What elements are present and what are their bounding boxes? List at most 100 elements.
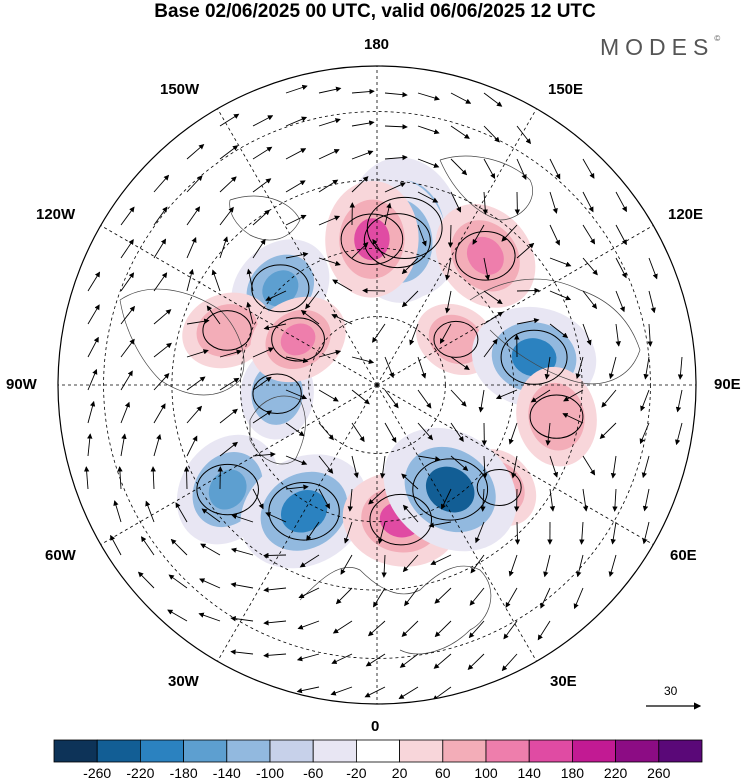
brand-name: MODES — [600, 34, 715, 60]
anomaly-core-13 — [263, 377, 292, 411]
wind-vector-18 — [219, 145, 239, 160]
height-contour-15 — [271, 317, 325, 362]
wind-vector-67 — [318, 257, 341, 266]
wind-vector-182 — [450, 455, 469, 472]
height-contour-7 — [529, 394, 584, 439]
height-contour-6 — [500, 329, 568, 385]
wind-vector-129 — [575, 356, 584, 380]
meridian-240 — [100, 225, 378, 386]
wind-vector-255 — [198, 612, 221, 622]
wind-vector-180 — [380, 455, 386, 479]
meridian-120 — [376, 225, 654, 386]
contour-layer — [196, 196, 584, 546]
wind-vector-240 — [137, 571, 155, 589]
anomaly-core-9 — [208, 469, 247, 510]
lon-label-30w: 30W — [168, 673, 199, 690]
meridian-300 — [100, 384, 378, 545]
wind-vector-85 — [305, 290, 320, 310]
wind-vector-158 — [285, 422, 305, 437]
wind-vector-116 — [153, 342, 172, 358]
wind-vector-162 — [417, 422, 434, 441]
wind-vector-110 — [549, 323, 569, 339]
wind-vector-121 — [318, 349, 342, 358]
wind-vector-187 — [610, 455, 617, 479]
lon-label-120w: 120W — [36, 206, 76, 223]
wind-vector-148 — [563, 389, 584, 402]
wind-vector-35 — [318, 179, 339, 193]
wind-vector-82 — [211, 269, 221, 292]
wind-vector-45 — [120, 206, 135, 226]
map-disc — [58, 66, 696, 704]
wind-vector-145 — [478, 389, 485, 413]
height-contour-8 — [476, 469, 522, 507]
wind-vector-83 — [246, 268, 254, 292]
wind-vector-254 — [167, 609, 188, 622]
wind-vector-65 — [252, 238, 266, 259]
map-background — [58, 66, 696, 704]
wind-vector-198 — [368, 488, 386, 505]
colorbar-tick-label: -20 — [346, 765, 367, 781]
wind-vector-157 — [252, 410, 273, 424]
wind-vector-241 — [168, 574, 188, 589]
wind-vector-73 — [516, 242, 535, 259]
wind-vector-66 — [285, 251, 309, 259]
wind-vector-68 — [351, 242, 369, 259]
anomaly-layer — [176, 157, 597, 569]
wind-vector-221 — [579, 521, 585, 545]
wind-vector-117 — [186, 349, 209, 358]
wind-vector-204 — [582, 488, 589, 512]
wind-vector-172 — [120, 433, 127, 457]
colorbar-tick-label: -260 — [83, 765, 112, 781]
height-contour-4 — [251, 264, 310, 313]
wind-vector-226 — [170, 538, 188, 556]
wind-vector-258 — [297, 620, 320, 630]
wind-vector-278 — [398, 686, 419, 700]
wind-vector-217 — [428, 521, 452, 528]
wind-vector-189 — [83, 466, 90, 490]
wind-vector-42 — [549, 191, 558, 214]
wind-vector-91 — [516, 287, 540, 294]
wind-vector-197 — [347, 488, 353, 512]
wind-vector-270 — [365, 653, 386, 667]
lon-label-60w: 60W — [45, 547, 76, 564]
wind-vector-184 — [511, 455, 518, 479]
wind-vector-213 — [306, 521, 320, 541]
wind-vector-13 — [417, 125, 440, 135]
wind-vector-46 — [153, 206, 168, 226]
wind-vector-17 — [186, 143, 205, 160]
coastline-layer — [119, 155, 641, 655]
wind-vector-279 — [432, 686, 452, 701]
map-title: Base 02/06/2025 00 UTC, valid 06/06/2025… — [154, 1, 596, 22]
wind-vector-106 — [409, 323, 419, 346]
wind-vector-86 — [332, 279, 353, 292]
wind-vector-55 — [447, 224, 454, 248]
wind-vector-6 — [483, 92, 503, 107]
wind-vector-229 — [263, 552, 287, 559]
wind-vector-layer — [83, 84, 684, 701]
wind-vector-34 — [285, 180, 306, 193]
brand-logo: MODES© — [600, 34, 720, 61]
wind-vector-199 — [401, 473, 419, 490]
wind-vector-134 — [120, 370, 133, 391]
wind-vector-188 — [641, 455, 650, 479]
wind-vector-22 — [351, 150, 374, 160]
wind-vector-250 — [469, 587, 485, 606]
coastline-siberia — [439, 155, 533, 221]
wind-vector-59 — [582, 224, 596, 245]
colorbar-swatch-10 — [485, 739, 530, 763]
meridian-210 — [217, 108, 378, 386]
wind-vector-84 — [265, 290, 287, 301]
lon-label-30e: 30E — [550, 673, 577, 690]
colorbar-tick-label: 20 — [391, 765, 408, 781]
wind-vector-186 — [582, 455, 596, 476]
wind-vector-37 — [384, 182, 406, 193]
colorbar-swatch-14 — [658, 739, 703, 763]
wind-vector-112 — [615, 323, 621, 347]
wind-vector-80 — [153, 272, 168, 292]
wind-vector-196 — [318, 488, 330, 510]
wind-vector-53 — [384, 202, 392, 226]
wind-vector-153 — [120, 401, 130, 424]
wind-vector-16 — [516, 125, 532, 145]
wind-vector-276 — [330, 686, 353, 696]
